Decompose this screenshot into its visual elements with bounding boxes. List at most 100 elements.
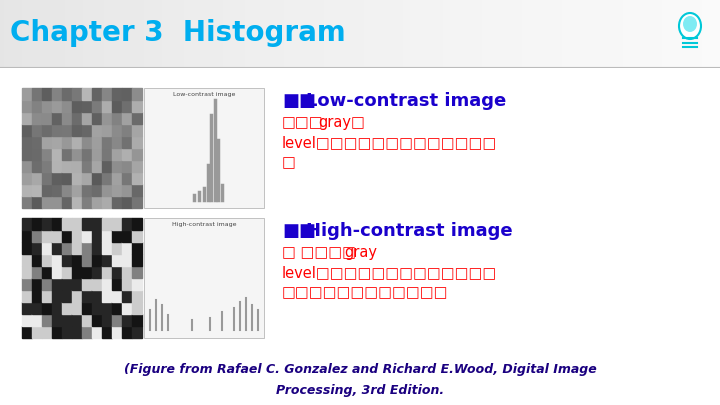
Bar — [102, 242, 112, 254]
Bar — [22, 326, 32, 338]
Bar — [62, 136, 72, 148]
Bar — [62, 196, 72, 208]
Bar — [72, 136, 82, 148]
Bar — [122, 196, 132, 208]
Bar — [72, 160, 82, 172]
Bar — [52, 100, 62, 112]
Bar — [132, 100, 142, 112]
Bar — [122, 112, 132, 124]
Bar — [132, 314, 142, 326]
Bar — [52, 88, 62, 100]
Bar — [72, 302, 82, 314]
Bar — [22, 148, 32, 160]
Bar — [102, 314, 112, 326]
Bar — [22, 184, 32, 196]
Bar — [42, 302, 52, 314]
Bar — [52, 314, 62, 326]
Bar — [132, 290, 142, 302]
Bar — [32, 302, 42, 314]
Bar — [32, 172, 42, 184]
Bar — [82, 172, 92, 184]
Bar — [122, 278, 132, 290]
Bar — [32, 266, 42, 278]
Bar — [32, 196, 42, 208]
Bar — [52, 196, 62, 208]
Text: (Figure from Rafael C. Gonzalez and Richard E.Wood, Digital Image: (Figure from Rafael C. Gonzalez and Rich… — [124, 363, 596, 376]
Bar — [122, 302, 132, 314]
Bar — [112, 290, 122, 302]
Bar — [132, 230, 142, 242]
Bar — [82, 266, 92, 278]
Text: Chapter 3  Histogram: Chapter 3 Histogram — [10, 19, 346, 47]
Bar — [92, 196, 102, 208]
Bar — [42, 196, 52, 208]
Bar — [92, 124, 102, 136]
Bar — [112, 124, 122, 136]
Bar — [72, 266, 82, 278]
Bar — [122, 100, 132, 112]
FancyBboxPatch shape — [22, 88, 142, 208]
Bar — [32, 160, 42, 172]
Bar — [42, 314, 52, 326]
Bar — [62, 88, 72, 100]
Bar — [102, 172, 112, 184]
Bar — [122, 148, 132, 160]
Bar — [102, 148, 112, 160]
Bar — [32, 112, 42, 124]
Bar — [92, 302, 102, 314]
Bar — [122, 290, 132, 302]
Bar — [42, 112, 52, 124]
Bar — [92, 136, 102, 148]
Bar — [22, 88, 32, 100]
Text: High-contrast image: High-contrast image — [172, 222, 236, 227]
Bar — [72, 314, 82, 326]
Bar — [62, 314, 72, 326]
Bar — [112, 314, 122, 326]
Bar — [132, 242, 142, 254]
Bar — [112, 242, 122, 254]
Bar — [52, 124, 62, 136]
Bar — [42, 124, 52, 136]
Bar — [112, 278, 122, 290]
Bar — [122, 218, 132, 230]
Bar — [22, 230, 32, 242]
Bar — [92, 112, 102, 124]
Bar — [132, 196, 142, 208]
Bar — [52, 160, 62, 172]
Bar — [92, 160, 102, 172]
Bar — [42, 100, 52, 112]
Bar — [82, 230, 92, 242]
Bar — [72, 242, 82, 254]
Bar — [132, 124, 142, 136]
Bar — [32, 136, 42, 148]
Bar — [32, 100, 42, 112]
Bar — [82, 196, 92, 208]
Bar — [102, 136, 112, 148]
Bar — [62, 112, 72, 124]
Bar — [32, 148, 42, 160]
FancyBboxPatch shape — [144, 218, 264, 338]
Bar — [112, 160, 122, 172]
Bar — [52, 184, 62, 196]
Bar — [112, 88, 122, 100]
Bar — [42, 290, 52, 302]
Bar — [62, 326, 72, 338]
Bar — [72, 290, 82, 302]
Bar — [52, 278, 62, 290]
Bar — [52, 326, 62, 338]
Bar — [62, 184, 72, 196]
Bar — [132, 172, 142, 184]
Bar — [82, 242, 92, 254]
Bar — [102, 196, 112, 208]
Bar — [22, 196, 32, 208]
Bar — [112, 112, 122, 124]
Bar — [92, 100, 102, 112]
Bar — [22, 314, 32, 326]
Bar — [132, 136, 142, 148]
Bar — [102, 160, 112, 172]
Bar — [62, 302, 72, 314]
FancyBboxPatch shape — [144, 88, 264, 208]
Bar — [32, 242, 42, 254]
Bar — [22, 160, 32, 172]
Bar — [102, 230, 112, 242]
